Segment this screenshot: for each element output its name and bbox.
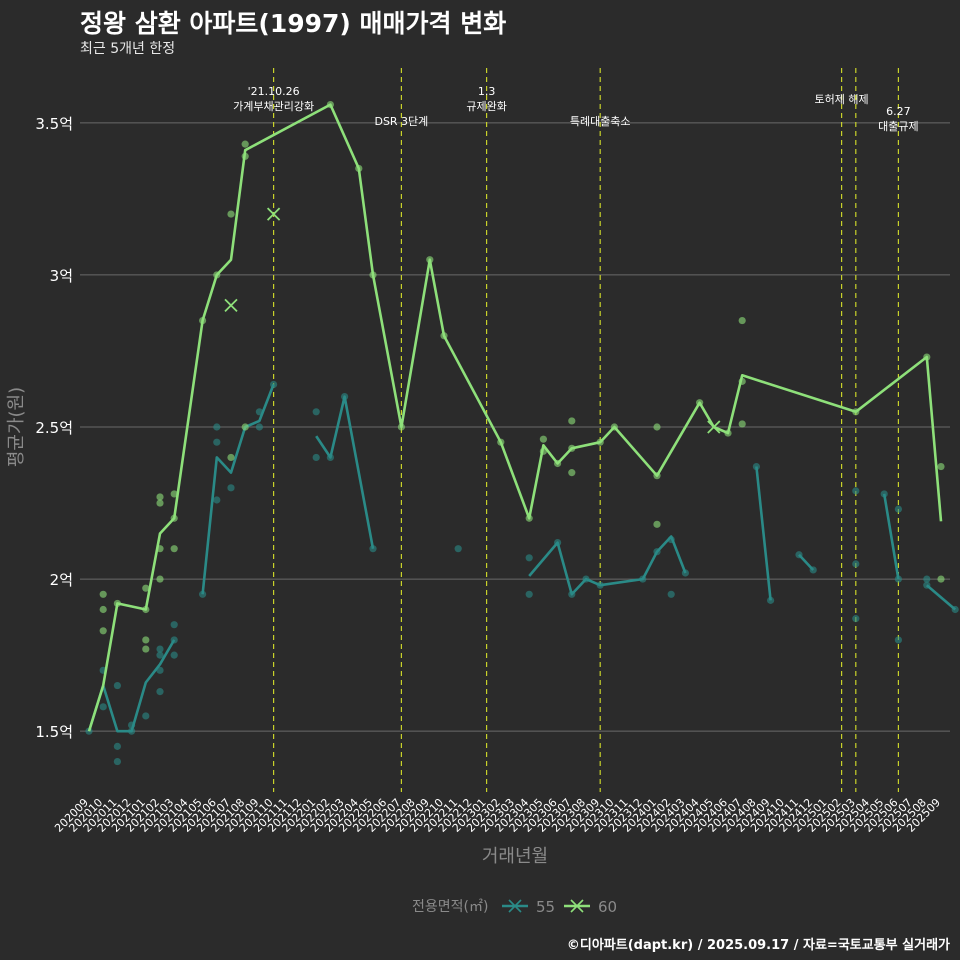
series-line-55: [201, 383, 275, 595]
data-point-55: [156, 688, 164, 696]
chart-title: 정왕 삼환 아파트(1997) 매매가격 변화: [80, 9, 507, 38]
data-point-55: [525, 554, 533, 562]
data-point-55: [156, 645, 164, 653]
data-point-55: [170, 621, 178, 629]
policy-label: 1.3: [478, 85, 496, 98]
data-point-55: [99, 703, 107, 711]
data-point-60: [156, 499, 164, 507]
data-point-60: [568, 417, 576, 425]
data-point-60: [156, 575, 164, 583]
cross-marker-60: [707, 420, 721, 434]
data-point-60: [99, 627, 107, 635]
data-point-55: [312, 408, 320, 416]
y-axis-label: 평균가(원): [6, 387, 27, 467]
data-point-55: [852, 560, 860, 568]
data-point-60: [227, 453, 235, 462]
data-point-55: [227, 484, 235, 492]
policy-label: '21.10.26: [248, 85, 300, 98]
data-point-55: [142, 712, 150, 720]
chart-subtitle: 최근 5개년 한정: [80, 41, 176, 57]
data-point-55: [667, 590, 675, 598]
data-point-60: [653, 520, 661, 528]
data-point-55: [113, 681, 121, 690]
y-tick-label: 2.5억: [35, 419, 73, 437]
data-point-60: [227, 210, 235, 218]
series-line-55: [882, 493, 900, 580]
data-point-55: [255, 423, 263, 431]
data-point-55: [894, 636, 903, 644]
data-point-55: [312, 453, 320, 462]
policy-label: 가계부채관리강화: [233, 100, 314, 113]
data-point-55: [170, 651, 178, 659]
data-point-60: [241, 423, 249, 431]
data-point-55: [852, 487, 860, 495]
source-caption: ©디아파트(dapt.kr) / 2025.09.17 / 자료=국토교통부 실…: [566, 938, 950, 953]
data-point-60: [568, 469, 576, 477]
data-point-55: [113, 742, 121, 750]
series-line-55: [798, 553, 815, 571]
y-tick-label: 3억: [50, 267, 73, 285]
data-point-60: [738, 316, 746, 325]
series-line-55: [528, 535, 687, 596]
data-point-60: [241, 140, 249, 148]
legend-label-55: 55: [536, 898, 555, 916]
data-point-60: [170, 490, 178, 498]
data-point-60: [156, 493, 164, 501]
policy-label: 6.27: [886, 105, 911, 118]
data-point-60: [653, 423, 661, 431]
y-tick-label: 2억: [50, 571, 73, 589]
data-point-55: [213, 438, 221, 446]
data-point-60: [142, 636, 150, 644]
data-point-55: [923, 575, 931, 583]
data-point-60: [142, 645, 150, 653]
data-point-60: [99, 590, 107, 598]
series-line-55: [925, 584, 957, 611]
data-point-55: [454, 545, 462, 553]
data-point-60: [170, 545, 178, 553]
data-point-60: [142, 584, 150, 592]
data-point-55: [156, 651, 164, 659]
legend-key-cross-55: [508, 899, 522, 913]
data-point-55: [852, 615, 860, 623]
policy-label: 대출규제: [878, 120, 918, 133]
x-axis-label: 거래년월: [482, 846, 548, 867]
policy-label: DSR 3단계: [374, 115, 428, 128]
legend-key-cross-60: [570, 899, 584, 913]
series-line-55: [315, 395, 375, 549]
data-point-55: [113, 757, 121, 766]
data-point-55: [213, 423, 221, 431]
data-point-60: [99, 605, 107, 614]
y-tick-label: 1.5억: [35, 723, 73, 741]
cross-marker-60: [224, 298, 238, 312]
cross-marker-60: [266, 207, 281, 221]
legend-label-60: 60: [598, 898, 617, 916]
legend-title: 전용면적(㎡): [412, 899, 488, 915]
data-point-55: [213, 496, 221, 504]
data-point-55: [894, 505, 903, 513]
data-point-60: [539, 435, 548, 443]
policy-label: 토허제 해제: [815, 92, 869, 106]
series-line-60: [87, 103, 943, 732]
data-point-60: [937, 462, 945, 471]
policy-label: 특례대출축소: [570, 115, 631, 128]
data-point-55: [525, 590, 533, 598]
policy-label: 규제완화: [466, 100, 506, 113]
y-tick-label: 3.5억: [35, 115, 73, 133]
data-point-60: [937, 575, 945, 583]
data-point-60: [738, 420, 746, 428]
series-line-55: [755, 466, 772, 601]
